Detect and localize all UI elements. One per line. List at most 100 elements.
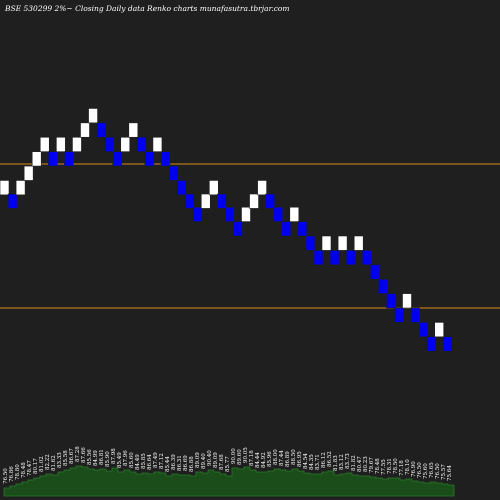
volume-label: 79.67	[369, 457, 375, 473]
volume-label: 84.49	[135, 454, 141, 470]
renko-brick-up	[15, 180, 26, 196]
volume-label: 75.64	[447, 465, 453, 481]
renko-brick-down	[442, 336, 453, 352]
renko-brick-down	[426, 336, 436, 352]
renko-brick-down	[168, 165, 179, 181]
volume-label: 90.40	[207, 450, 213, 466]
volume-label: 75.57	[441, 464, 447, 480]
renko-brick-down	[233, 221, 243, 237]
renko-brick-up	[200, 193, 211, 209]
renko-brick-up	[80, 122, 90, 138]
volume-label: 78.80	[15, 464, 21, 480]
volume-label: 84.35	[309, 454, 315, 470]
volume-label: 85.44	[165, 456, 171, 472]
renko-brick-down	[96, 122, 106, 138]
volume-label: 81.82	[351, 455, 357, 471]
volume-label: 84.44	[255, 452, 261, 468]
renko-brick-down	[225, 206, 235, 222]
renko-brick-up	[152, 136, 163, 152]
renko-brick-down	[64, 151, 74, 167]
volume-label: 86.69	[183, 455, 189, 471]
volume-label: 88.50	[291, 449, 297, 465]
volume-label: 83.73	[345, 453, 351, 469]
volume-label: 85.90	[105, 451, 111, 467]
renko-brick-down	[112, 151, 122, 167]
volume-label: 86.52	[327, 451, 333, 467]
renko-brick-up	[337, 235, 348, 251]
renko-brick-up	[402, 293, 412, 309]
volume-label: 90.05	[243, 447, 249, 463]
volume-label: 80.47	[357, 456, 363, 472]
renko-brick-down	[345, 250, 356, 266]
volume-label: 87.68	[219, 454, 225, 470]
volume-label: 86.95	[297, 451, 303, 467]
volume-label: 84.92	[261, 452, 267, 468]
volume-label: 82.22	[45, 454, 51, 470]
volume-label: 76.50	[435, 463, 441, 479]
volume-label: 84.99	[93, 450, 99, 466]
volume-label: 90.00	[231, 448, 237, 464]
renko-brick-up	[56, 136, 66, 152]
renko-brick-up	[353, 235, 364, 251]
volume-label: 78.10	[405, 459, 411, 475]
renko-brick-down	[378, 278, 388, 294]
volume-area	[3, 465, 455, 497]
volume-label: 78.31	[387, 458, 393, 474]
volume-label: 78.50	[393, 458, 399, 474]
volume-label: 80.17	[33, 458, 39, 474]
volume-label: 86.88	[189, 456, 195, 472]
renko-brick-up	[23, 165, 34, 181]
volume-label: 83.71	[315, 454, 321, 470]
renko-brick-down	[7, 193, 18, 209]
renko-brick-up	[321, 235, 332, 251]
renko-brick-up	[128, 122, 139, 138]
renko-brick-down	[176, 180, 187, 196]
renko-brick-down	[305, 235, 316, 251]
renko-brick-down	[329, 250, 340, 266]
volume-label: 81.02	[39, 456, 45, 472]
volume-label: 76.90	[411, 461, 417, 477]
volume-label: 78.48	[21, 462, 27, 478]
volume-label: 84.54	[303, 453, 309, 469]
volume-label: 83.33	[57, 452, 63, 468]
volume-label: 81.62	[51, 455, 57, 471]
volume-label: 80.23	[363, 456, 369, 472]
volume-label: 83.12	[339, 454, 345, 470]
renko-brick-down	[273, 206, 284, 222]
renko-brick-up	[209, 180, 219, 196]
volume-label: 77.18	[399, 460, 405, 476]
volume-label: 87.98	[111, 448, 117, 464]
volume-label: 86.67	[69, 448, 75, 464]
volume-label: 85.96	[267, 451, 273, 467]
volume-label: 81.83	[333, 455, 339, 471]
volume-area-path	[3, 465, 455, 497]
volume-label: 76.50	[417, 462, 423, 478]
volume-label: 77.55	[381, 459, 387, 475]
renko-brick-down	[410, 307, 420, 323]
volume-label: 78.48	[375, 458, 381, 474]
renko-brick-down	[297, 221, 308, 237]
volume-label: 76.86	[9, 466, 15, 482]
renko-brick-down	[160, 151, 171, 167]
renko-brick-down	[394, 307, 404, 323]
renko-brick-down	[369, 264, 380, 280]
renko-bricks	[0, 108, 453, 352]
renko-brick-down	[361, 250, 372, 266]
renko-brick-down	[265, 193, 275, 209]
volume-label: 87.28	[75, 446, 81, 462]
volume-label: 89.40	[201, 453, 207, 469]
renko-brick-down	[281, 221, 292, 237]
volume-label: 76.65	[429, 462, 435, 478]
volume-label: 89.09	[213, 452, 219, 468]
renko-brick-down	[47, 151, 58, 167]
renko-brick-up	[120, 136, 131, 152]
renko-brick-up	[257, 180, 267, 196]
volume-label: 89.60	[237, 449, 243, 465]
volume-label: 85.60	[129, 452, 135, 468]
renko-brick-down	[104, 136, 114, 152]
renko-brick-down	[386, 293, 396, 309]
volume-label: 86.89	[285, 451, 291, 467]
renko-brick-down	[418, 322, 428, 338]
volume-label: 85.85	[141, 453, 147, 469]
